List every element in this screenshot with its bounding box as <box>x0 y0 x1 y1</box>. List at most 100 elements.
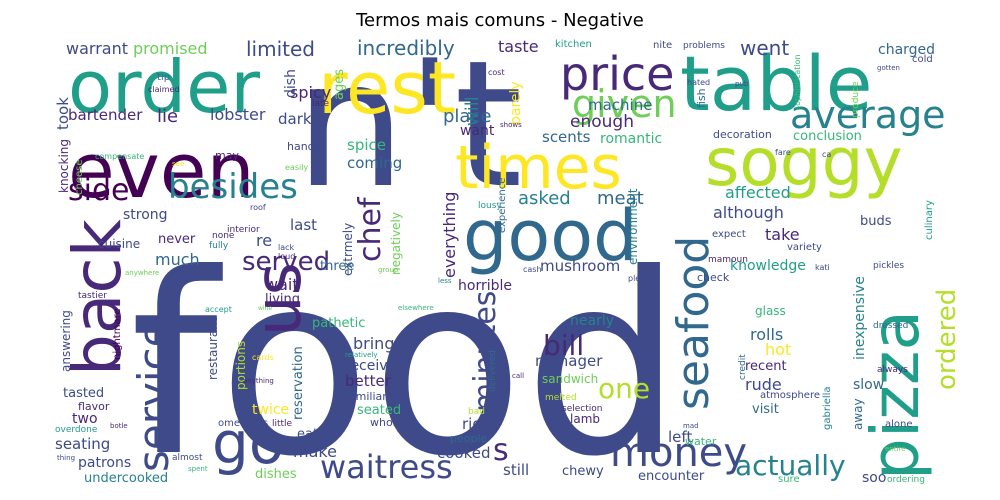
word-fish: fish <box>695 88 708 108</box>
word-selection: selection <box>562 404 602 414</box>
word-left: left <box>668 428 692 446</box>
word-ordered: ordered <box>932 289 962 390</box>
word-environment: environment <box>626 188 640 265</box>
word-limited: limited <box>246 37 315 61</box>
word-wait: wait <box>265 275 299 294</box>
word-waitress: waitress <box>320 448 453 486</box>
word-barely: barely <box>508 81 524 125</box>
word-service: service <box>129 322 178 472</box>
word-besides: besides <box>168 167 298 207</box>
word-bill: bill <box>543 329 584 362</box>
word-still: still <box>503 461 529 479</box>
word-visit: visit <box>752 402 779 417</box>
word-shows: shows <box>500 121 522 129</box>
word-wife: wife <box>640 284 654 292</box>
word-inexpensive: inexpensive <box>852 276 868 360</box>
word-two: two <box>72 411 98 427</box>
word-undercooked: undercooked <box>84 471 168 486</box>
word-soo: soo <box>862 470 886 486</box>
word-spicy: spicy <box>290 83 331 102</box>
word-nearly: nearly <box>570 313 614 329</box>
word-reservation: reservation <box>291 346 306 420</box>
word-ordering: ordering <box>887 475 925 485</box>
word-call: call <box>512 372 524 380</box>
word-food: food <box>130 220 683 500</box>
word-re: re <box>256 231 272 250</box>
word-took: took <box>54 97 72 130</box>
word-three: three <box>320 259 354 274</box>
word-make: make <box>293 442 337 461</box>
word-order: order <box>68 45 260 129</box>
word-pub: pub <box>735 80 749 88</box>
word-delivered: delivered <box>488 350 498 392</box>
word-botle: botle <box>110 422 128 430</box>
word-encounter: encounter <box>638 469 705 484</box>
word-dish: dish <box>283 69 299 98</box>
word-living: living <box>265 292 300 307</box>
word-cash: cash <box>523 265 542 274</box>
word-promised: promised <box>133 39 208 58</box>
word-tasted: tasted <box>63 386 104 401</box>
word-restaurant: restaurant <box>206 317 220 380</box>
word-mad: mad <box>683 422 699 430</box>
word-average: average <box>790 93 946 137</box>
word-experience: experience <box>497 178 508 233</box>
word-extrmely: extrmely <box>341 223 355 276</box>
word-compensate: compensate <box>95 152 144 161</box>
word-overdone: overdone <box>55 425 98 435</box>
word-served: served <box>242 247 330 277</box>
word-table: table <box>680 39 873 128</box>
word-relatively: relatively <box>345 351 378 359</box>
word-pizza: pizza <box>857 310 934 480</box>
word-gabriella: gabriella <box>822 386 833 430</box>
word-machine: machine <box>588 96 652 114</box>
word-eat: eat <box>297 427 318 442</box>
word-right: right <box>462 415 497 433</box>
word-horrible: horrible <box>458 278 512 294</box>
word-sophistication: sophistication <box>793 54 802 110</box>
word-accept: accept <box>205 305 232 314</box>
word-romantic: romantic <box>600 131 662 147</box>
word-given: given <box>572 82 677 126</box>
word-expect: expect <box>712 229 746 240</box>
word-pickles: pickles <box>873 261 904 271</box>
word-strong: strong <box>123 207 168 223</box>
word-lack: lack <box>278 243 295 252</box>
word-rest: rest <box>318 46 456 130</box>
word-us: us <box>242 262 316 336</box>
word-s: s <box>493 433 509 468</box>
word-dressed: dressed <box>873 321 908 331</box>
word-nt: n't <box>295 24 523 227</box>
word-fare: fare <box>775 148 791 157</box>
word-charged: charged <box>878 42 935 58</box>
word-nite: nite <box>653 40 672 51</box>
word-produce: produce <box>851 81 861 118</box>
word-spent: spent <box>188 465 208 473</box>
word-less: less <box>438 277 452 285</box>
word-incredibly: incredibly <box>357 36 455 60</box>
word-decoration: decoration <box>713 128 772 141</box>
word-see: see <box>172 160 184 168</box>
word-take: take <box>765 225 800 244</box>
word-answering: answering <box>59 310 73 372</box>
word-bartender: bartender <box>68 106 143 124</box>
word-received: received <box>345 358 405 374</box>
word-everything: everything <box>440 192 459 278</box>
word-knocking: knocking <box>57 139 71 193</box>
word-roof: roof <box>250 203 266 212</box>
word-side: side <box>68 173 129 208</box>
word-back: back <box>59 218 136 376</box>
chart-title: Termos mais comuns - Negative <box>356 10 644 31</box>
word-chef: chef <box>353 196 388 262</box>
word-cold: cold <box>912 54 933 65</box>
word-taste: taste <box>498 37 539 56</box>
word-cards: cards <box>252 353 274 362</box>
word-seafood: seafood <box>668 236 719 410</box>
word-omelettes: omelettes <box>218 418 268 429</box>
word-never: never <box>158 232 196 247</box>
word-seated: seated <box>357 403 401 418</box>
word-place: place <box>443 106 491 127</box>
word-none: none <box>212 231 235 241</box>
word-one: one <box>598 372 650 405</box>
word-gotten: gotten <box>877 64 900 72</box>
